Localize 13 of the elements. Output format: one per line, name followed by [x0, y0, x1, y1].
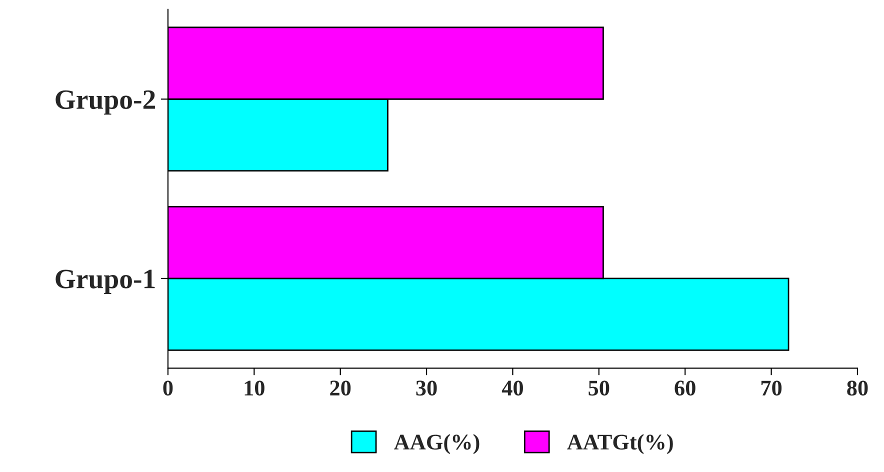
legend-label: AATGt(%) [567, 434, 673, 454]
x-tick-label: 0 [163, 380, 173, 396]
x-tick-label: 60 [674, 380, 696, 396]
x-tick-label: 80 [847, 380, 868, 396]
x-tick-label: 50 [588, 380, 610, 396]
y-tick-label: Grupo-2 [56, 90, 155, 115]
y-tick-label: Grupo-1 [56, 270, 155, 294]
x-tick-label: 40 [502, 380, 523, 396]
x-tick-label: 30 [416, 380, 437, 396]
x-tick-label: 10 [244, 380, 264, 396]
x-tick-label: 20 [330, 380, 351, 396]
x-tick-label: 70 [761, 380, 782, 396]
legend-label: AAG(%) [394, 434, 480, 454]
